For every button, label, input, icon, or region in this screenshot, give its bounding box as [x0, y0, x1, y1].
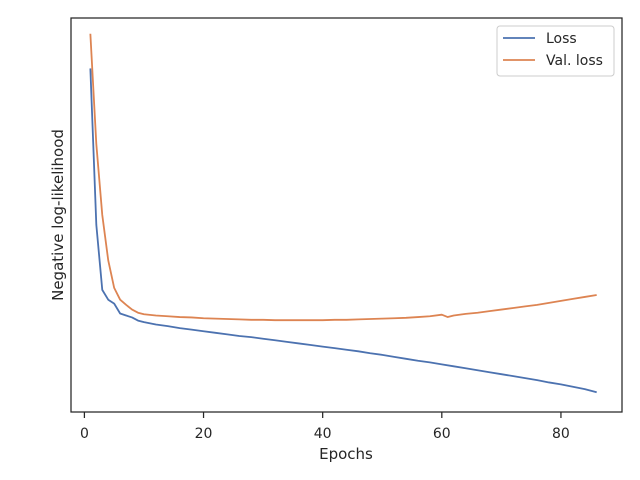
series-line-loss	[89, 68, 597, 394]
plot-background	[71, 18, 622, 412]
legend-label-loss: Loss	[546, 31, 577, 47]
x-tick-label: 40	[314, 426, 332, 442]
x-axis-label: Epochs	[319, 445, 373, 463]
x-tick-label: 60	[433, 426, 451, 442]
series-line-val-loss	[89, 33, 597, 322]
legend-label-val-loss: Val. loss	[546, 53, 603, 69]
y-axis-label: Negative log-likelihood	[49, 129, 67, 301]
legend: Loss Val. loss	[496, 25, 615, 77]
x-tick-label: 0	[80, 426, 89, 442]
x-tick-label: 20	[195, 426, 213, 442]
plot-frame	[70, 17, 623, 413]
x-tick-label: 80	[552, 426, 570, 442]
x-axis-ticks: 0 20 40 60 80	[80, 412, 570, 442]
series-layer	[89, 33, 597, 394]
